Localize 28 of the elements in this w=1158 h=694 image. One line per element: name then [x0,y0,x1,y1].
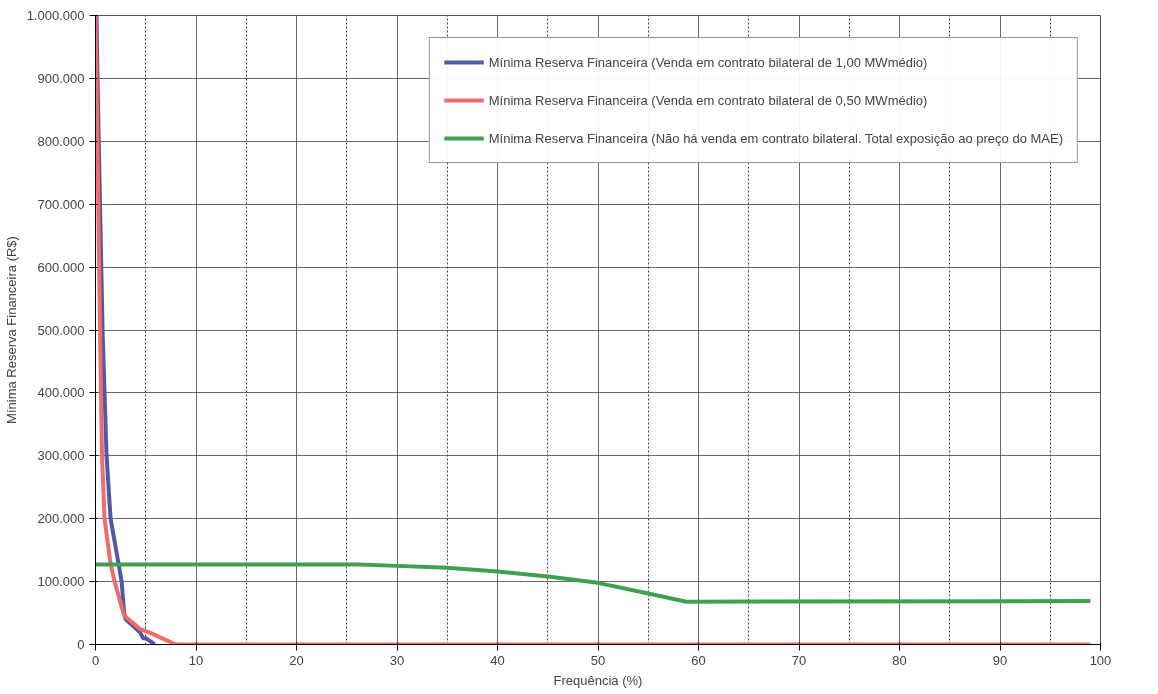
legend-label: Mínima Reserva Financeira (Venda em contrato bilateral de 1,00 MWmédio) [488,54,928,70]
x-tick-label: 40 [490,652,505,668]
x-tick-label: 80 [892,652,907,668]
legend-label: Mínima Reserva Financeira (Venda em contrato bilateral de 0,50 MWmédio) [488,92,928,108]
y-axis-title: Mínima Reserva Financeira (R$) [3,236,19,424]
x-tick-label: 90 [992,652,1008,668]
y-tick-label: 300.000 [37,448,85,464]
x-tick-label: 0 [91,652,100,668]
y-tick-label: 800.000 [37,133,85,149]
y-tick-label: 900.000 [37,70,85,86]
y-tick-label: 1.000.000 [26,8,85,23]
x-tick-label: 50 [590,652,606,668]
y-tick-label: 500.000 [37,322,85,338]
y-tick-label: 0 [77,637,85,652]
y-tick-label: 700.000 [37,196,85,212]
x-tick-label: 70 [791,652,807,668]
x-tick-label: 20 [289,652,304,668]
y-tick-label: 600.000 [37,259,85,275]
x-tick-label: 10 [188,652,204,668]
x-tick-label: 30 [389,652,405,668]
y-tick-label: 100.000 [37,574,85,590]
line-series [95,562,1093,604]
legend-label: Mínima Reserva Financeira (Não há venda em contrato bilateral. Total exposição ao preço do MAE) [488,130,1063,146]
y-tick-label: 200.000 [37,511,85,527]
x-tick-label: 60 [691,652,706,668]
y-tick-label: 400.000 [37,385,85,401]
x-axis-title: Frequência (%) [553,672,643,688]
x-tick-label: 100 [1089,652,1112,668]
